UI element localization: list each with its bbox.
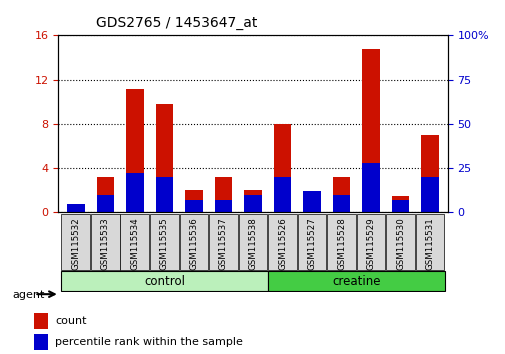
Text: GSM115536: GSM115536 — [189, 217, 198, 270]
Text: GSM115538: GSM115538 — [248, 217, 257, 270]
Text: GSM115534: GSM115534 — [130, 217, 139, 270]
Bar — [67, 204, 85, 212]
Bar — [214, 200, 232, 212]
Bar — [362, 48, 379, 212]
Text: agent: agent — [13, 290, 45, 299]
FancyBboxPatch shape — [179, 213, 208, 270]
Text: GDS2765 / 1453647_at: GDS2765 / 1453647_at — [96, 16, 257, 30]
Text: GSM115529: GSM115529 — [366, 217, 375, 270]
Bar — [185, 190, 203, 212]
Bar — [273, 177, 291, 212]
Text: GSM115533: GSM115533 — [100, 217, 110, 270]
Text: GSM115535: GSM115535 — [160, 217, 169, 270]
Text: percentile rank within the sample: percentile rank within the sample — [55, 337, 242, 348]
Bar — [126, 88, 143, 212]
Bar — [244, 195, 262, 212]
FancyBboxPatch shape — [120, 213, 149, 270]
Bar — [244, 190, 262, 212]
Text: GSM115528: GSM115528 — [336, 217, 345, 270]
FancyBboxPatch shape — [297, 213, 326, 270]
Text: GSM115531: GSM115531 — [425, 217, 434, 270]
Bar — [34, 313, 48, 329]
Text: GSM115530: GSM115530 — [395, 217, 405, 270]
Bar — [273, 124, 291, 212]
Text: GSM115526: GSM115526 — [277, 217, 286, 270]
Bar — [391, 196, 409, 212]
Text: GSM115537: GSM115537 — [219, 217, 228, 270]
Text: count: count — [55, 316, 86, 326]
Bar — [332, 195, 349, 212]
Bar — [332, 177, 349, 212]
Text: GSM115532: GSM115532 — [71, 217, 80, 270]
Bar — [185, 200, 203, 212]
Bar — [420, 135, 438, 212]
FancyBboxPatch shape — [385, 213, 414, 270]
Bar — [362, 163, 379, 212]
Bar — [34, 334, 48, 350]
FancyBboxPatch shape — [415, 213, 443, 270]
Bar — [126, 173, 143, 212]
Bar — [214, 177, 232, 212]
Bar — [302, 196, 320, 212]
FancyBboxPatch shape — [356, 213, 384, 270]
FancyBboxPatch shape — [91, 213, 119, 270]
FancyBboxPatch shape — [209, 213, 237, 270]
FancyBboxPatch shape — [61, 213, 90, 270]
FancyBboxPatch shape — [268, 213, 296, 270]
Bar — [302, 191, 320, 212]
FancyBboxPatch shape — [61, 271, 267, 291]
Bar — [156, 177, 173, 212]
FancyBboxPatch shape — [149, 213, 178, 270]
FancyBboxPatch shape — [267, 271, 444, 291]
FancyBboxPatch shape — [326, 213, 355, 270]
Text: GSM115527: GSM115527 — [307, 217, 316, 270]
Bar — [96, 177, 114, 212]
Bar — [67, 207, 85, 212]
Bar — [420, 177, 438, 212]
Text: creatine: creatine — [331, 275, 380, 287]
Text: control: control — [143, 275, 185, 287]
Bar — [391, 200, 409, 212]
Bar — [156, 104, 173, 212]
Bar — [96, 195, 114, 212]
FancyBboxPatch shape — [238, 213, 267, 270]
